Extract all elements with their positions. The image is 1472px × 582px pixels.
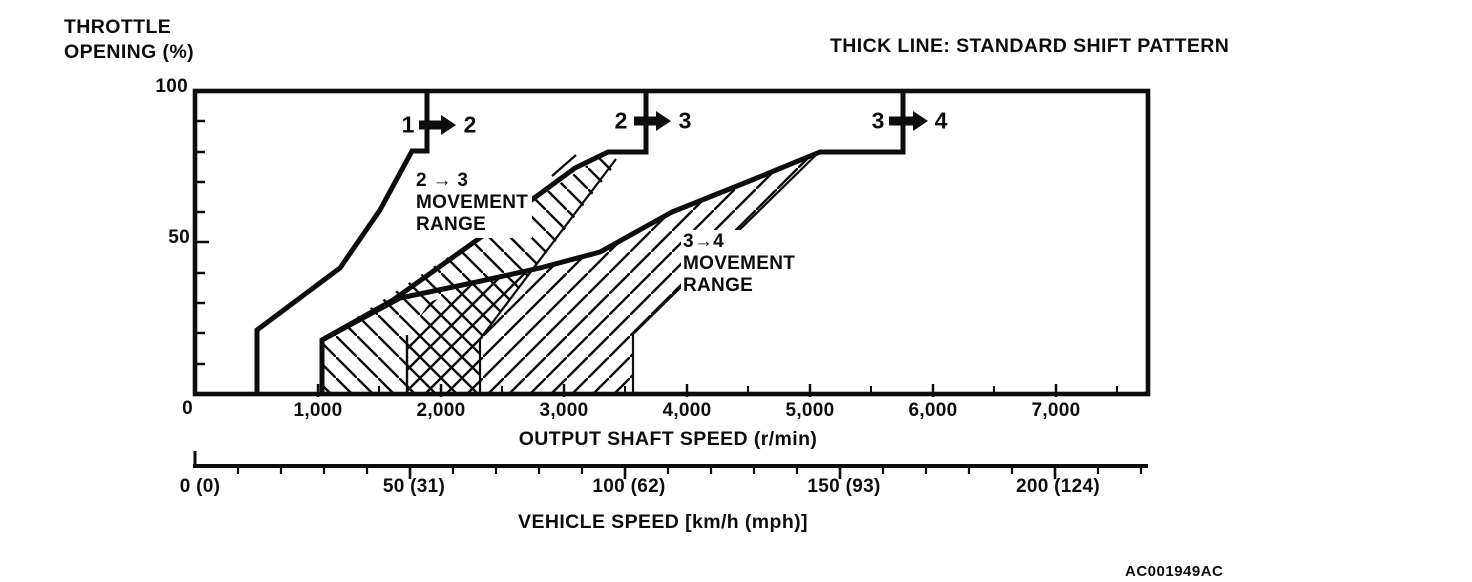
shift-arrow-3-4-icon bbox=[889, 111, 928, 131]
rpm-tick-2000: 2,000 bbox=[416, 400, 466, 421]
shift-arrow-1-2-icon bbox=[419, 115, 456, 135]
throttle-tick-50: 50 bbox=[168, 227, 190, 248]
figure-code: AC001949AC bbox=[1125, 563, 1224, 580]
legend-note: THICK LINE: STANDARD SHIFT PATTERN bbox=[830, 35, 1230, 57]
speed-tick-200: 200 (124) bbox=[1015, 476, 1101, 497]
gear-label-2b: 2 bbox=[614, 107, 628, 134]
movement-range-2-3-label: 2 → 3 MOVEMENT RANGE bbox=[414, 169, 533, 238]
gear-label-2: 2 bbox=[463, 111, 477, 138]
throttle-axis-title: THROTTLE OPENING (%) bbox=[64, 16, 195, 63]
gear-label-3b: 3 bbox=[678, 107, 692, 134]
throttle-tick-100: 100 bbox=[155, 76, 188, 97]
shift-line-1-2 bbox=[254, 91, 430, 394]
shift-line-3-4 bbox=[320, 91, 906, 343]
rpm-tick-3000: 3,000 bbox=[539, 400, 589, 421]
origin-tick-0: 0 bbox=[182, 398, 193, 419]
speed-tick-100: 100 (62) bbox=[592, 476, 666, 497]
throttle-axis-ticks bbox=[195, 119, 209, 366]
movement-range-3-4-band bbox=[405, 152, 819, 394]
gear-label-3c: 3 bbox=[871, 107, 885, 134]
gear-label-4c: 4 bbox=[934, 107, 948, 134]
vehicle-speed-axis bbox=[193, 451, 1148, 479]
rpm-axis-ticks bbox=[255, 384, 1118, 397]
rpm-tick-7000: 7,000 bbox=[1031, 400, 1081, 421]
rpm-tick-5000: 5,000 bbox=[785, 400, 835, 421]
shift-arrow-2-3-icon bbox=[634, 111, 671, 131]
rpm-tick-4000: 4,000 bbox=[662, 400, 712, 421]
speed-tick-150: 150 (93) bbox=[807, 476, 881, 497]
gear-label-1: 1 bbox=[401, 111, 415, 138]
movement-range-3-4-label: 3→4 MOVEMENT RANGE bbox=[681, 230, 800, 299]
speed-tick-0: 0 (0) bbox=[179, 476, 221, 497]
speed-tick-50: 50 (31) bbox=[382, 476, 446, 497]
rpm-axis-title: OUTPUT SHAFT SPEED (r/min) bbox=[518, 428, 818, 450]
speed-axis-title: VEHICLE SPEED [km/h (mph)] bbox=[518, 511, 808, 533]
rpm-tick-6000: 6,000 bbox=[908, 400, 958, 421]
rpm-tick-1000: 1,000 bbox=[293, 400, 343, 421]
